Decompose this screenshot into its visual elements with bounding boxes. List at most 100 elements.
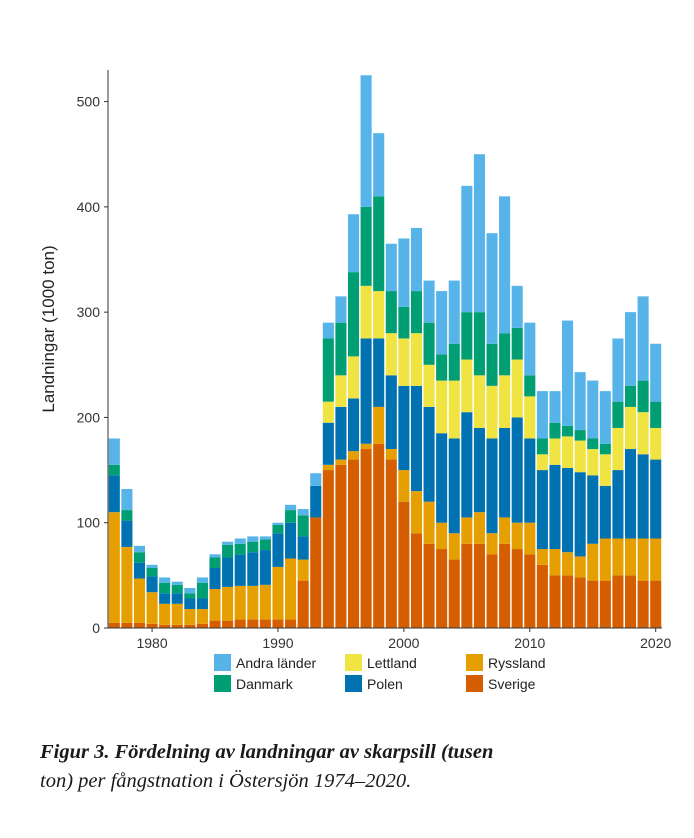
figure-caption: Figur 3. Fördelning av landningar av ska… <box>40 738 662 796</box>
bar-segment <box>347 459 360 628</box>
bar-segment <box>650 580 662 628</box>
bar-segment <box>133 578 146 623</box>
bar-segment <box>259 584 271 620</box>
bar-segment <box>423 501 435 544</box>
bar-segment <box>423 322 435 365</box>
bar-segment <box>624 575 637 628</box>
bar-segment <box>612 338 624 402</box>
bar-segment <box>473 312 485 376</box>
bar-segment <box>222 544 234 558</box>
bar-segment <box>599 391 611 444</box>
bar-segment <box>524 396 536 439</box>
bar-segment <box>385 449 397 460</box>
bar-segment <box>335 464 347 628</box>
bar-segment <box>234 619 246 628</box>
bar-segment <box>209 589 221 621</box>
bar-segment <box>285 619 297 628</box>
bar-segment <box>587 449 599 476</box>
legend-swatch <box>466 675 483 692</box>
bar-segment <box>436 380 448 434</box>
bar-segment <box>171 584 183 594</box>
x-tick-label: 1980 <box>136 635 167 651</box>
bar-segment <box>196 598 208 610</box>
bar-segment <box>423 364 435 407</box>
bar-segment <box>322 322 334 339</box>
bar-segment <box>511 327 523 360</box>
legend-swatch <box>466 654 483 671</box>
bar-segment <box>159 603 171 625</box>
bar-segment <box>347 272 360 357</box>
bar-segment <box>322 401 334 423</box>
bar-segment <box>549 438 561 465</box>
bar-segment <box>536 564 548 628</box>
bar-segment <box>461 185 473 313</box>
bar-segment <box>499 427 511 518</box>
legend: Andra länder Danmark Lettland Polen Ryssland… <box>214 654 546 692</box>
bar-segment <box>599 454 611 486</box>
bar-segment <box>549 422 561 439</box>
legend-label: Danmark <box>236 676 294 692</box>
bar-segment <box>524 438 536 523</box>
bar-segment <box>247 585 259 620</box>
bar-segment <box>574 472 586 557</box>
bar-segment <box>436 549 448 628</box>
bar-segment <box>536 470 548 550</box>
bar-segment <box>574 440 586 473</box>
bar-segment <box>599 485 611 539</box>
bar-segment <box>360 449 372 628</box>
bar-segment <box>562 467 574 553</box>
bar-segment <box>184 598 196 610</box>
bar-segment <box>272 524 284 534</box>
bar-segment <box>448 559 460 628</box>
bar-segment <box>650 538 662 581</box>
bar-segment <box>209 567 221 590</box>
legend-swatch <box>214 675 231 692</box>
bar-segment <box>637 296 649 381</box>
bar-segment <box>385 243 397 292</box>
bar-segment <box>121 520 133 547</box>
bar-segment <box>322 470 334 628</box>
bar-segment <box>587 543 599 581</box>
bar-segment <box>398 385 410 471</box>
bar-segment <box>297 580 309 628</box>
bar-segment <box>360 285 372 339</box>
bar-segment <box>624 312 637 386</box>
bar-segment <box>159 582 171 594</box>
bar-segment <box>146 623 158 628</box>
bar-segment <box>587 475 599 544</box>
bar-segment <box>373 443 385 628</box>
bar-segment <box>385 333 397 376</box>
legend-swatch <box>214 654 231 671</box>
bar-segment <box>360 206 372 286</box>
bar-segment <box>612 470 624 539</box>
bar-segment <box>335 406 347 460</box>
bar-segment <box>108 438 120 465</box>
bar-segment <box>499 333 511 376</box>
bar-segment <box>310 485 322 518</box>
bar-segment <box>234 554 246 586</box>
bar-segment <box>612 575 624 628</box>
bar-segment <box>486 438 498 534</box>
bar-segment <box>473 512 485 544</box>
bar-segment <box>423 406 435 502</box>
bar-segment <box>461 543 473 628</box>
caption-bold: Figur 3. Fördelning av landningar av ska… <box>40 741 494 763</box>
bar-segment <box>574 556 586 578</box>
bar-segment <box>448 380 460 439</box>
bar-segment <box>171 593 183 604</box>
bar-segment <box>322 338 334 402</box>
bar-segment <box>360 75 372 207</box>
bar-segment <box>574 430 586 441</box>
bar-segment <box>272 619 284 628</box>
bar-segment <box>436 522 448 550</box>
bar-segment <box>259 536 271 540</box>
bar-segment <box>624 449 637 539</box>
bar-segment <box>247 536 259 542</box>
bar-segment <box>385 291 397 334</box>
bar-segment <box>410 533 423 628</box>
bar-segment <box>511 549 523 628</box>
bar-segment <box>536 391 548 439</box>
bar-segment <box>473 543 485 628</box>
bar-segment <box>335 459 347 465</box>
bar-segment <box>398 470 410 502</box>
